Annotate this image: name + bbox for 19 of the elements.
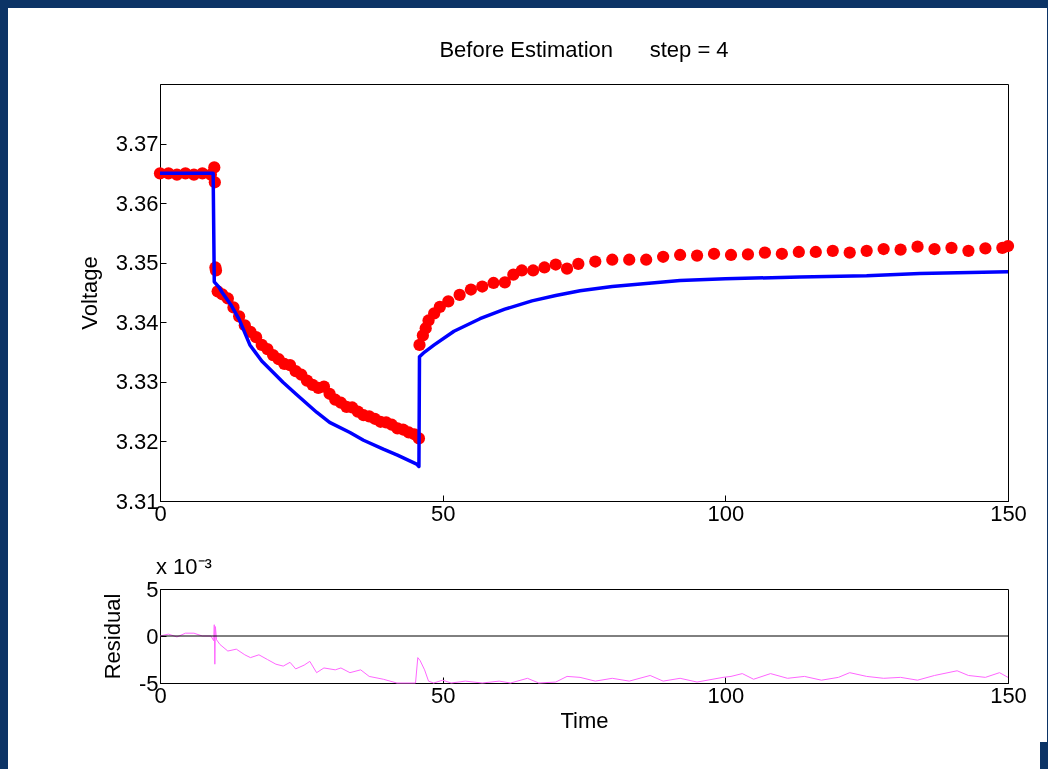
y-tick-label: 3.32 bbox=[115, 428, 159, 454]
y-tick-label: 3.33 bbox=[115, 369, 159, 395]
x-axis-title: Time bbox=[560, 707, 609, 733]
x-tick-label: 50 bbox=[430, 500, 456, 526]
y-axis-title: Residual bbox=[99, 593, 125, 680]
y-tick-label: 0 bbox=[146, 623, 159, 649]
y-tick-label: 3.36 bbox=[115, 190, 159, 216]
x-tick-label: 150 bbox=[990, 682, 1027, 708]
chart-title: Before Estimation step = 4 bbox=[439, 37, 729, 62]
text: x 10⁻³ bbox=[156, 554, 212, 579]
x-tick-label: 100 bbox=[707, 500, 745, 526]
x-tick-label: 150 bbox=[990, 500, 1027, 526]
x-tick-label: 100 bbox=[707, 682, 745, 708]
y-tick-label: 3.34 bbox=[115, 309, 159, 335]
x-tick-label: 50 bbox=[430, 682, 456, 708]
y-tick-label: 5 bbox=[146, 576, 159, 602]
y-tick-label: 3.37 bbox=[115, 131, 159, 157]
y-axis-title: Voltage bbox=[76, 256, 102, 330]
y-tick-label: 3.35 bbox=[115, 250, 159, 276]
